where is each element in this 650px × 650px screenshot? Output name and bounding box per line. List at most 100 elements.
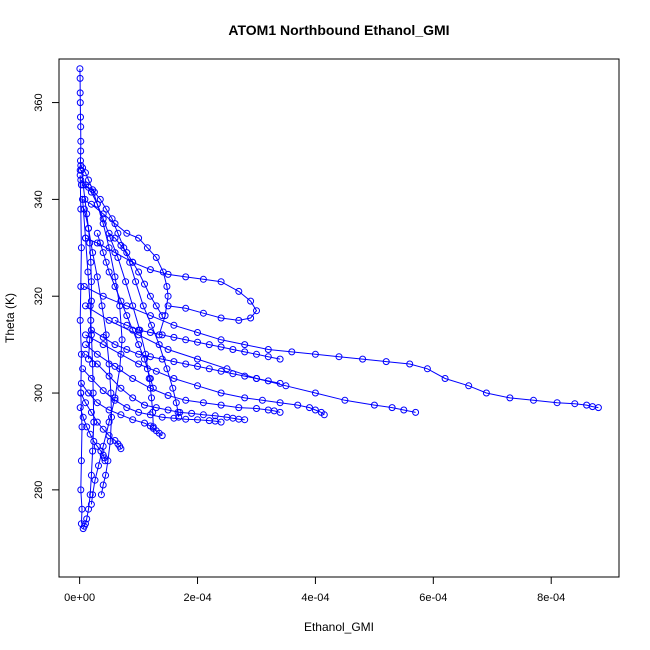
data-point [82,399,89,407]
data-point [105,268,113,276]
data-point [79,195,87,203]
plot-frame [58,58,620,578]
x-tick-label: 0e+00 [64,592,95,604]
data-point [76,74,84,82]
data-point [247,314,255,322]
y-tick-label: 300 [33,384,45,402]
data-point [182,360,190,368]
data-point [123,404,131,412]
data-point [111,341,119,349]
data-point [253,405,260,412]
data-point [158,413,166,421]
data-point [276,355,284,363]
x-tick-label: 4e-04 [301,592,329,604]
data-point [146,353,154,361]
data-point [241,394,249,402]
data-point [123,312,131,320]
data-point [320,411,328,419]
data-point [99,481,107,489]
data-point [164,392,172,399]
data-point [571,400,579,408]
data-point [86,491,94,499]
data-point [77,113,84,121]
data-point [86,336,94,344]
data-point [77,137,85,145]
data-point [217,389,225,397]
data-point [83,210,91,218]
series-line [80,392,122,449]
data-point [135,341,143,349]
data-point [78,423,86,431]
data-point [99,249,107,257]
data-point [211,412,219,420]
data-point [99,210,107,218]
data-point [143,244,151,252]
chart-title: ATOM1 Northbound Ethanol_GMI [228,22,449,38]
data-point [105,372,113,380]
data-point [217,336,225,344]
data-point [111,220,119,228]
data-point [229,346,237,353]
data-point [241,372,249,380]
data-point [93,399,101,407]
data-point [141,401,148,409]
data-point [341,396,349,404]
data-point [90,188,98,196]
data-point [235,404,243,412]
data-point [135,360,143,368]
data-point [111,234,119,242]
data-point [123,346,131,353]
data-point [152,302,160,310]
data-point [311,406,319,414]
data-point [241,348,249,356]
y-tick-label: 320 [33,287,45,305]
data-point [89,491,97,499]
data-point [93,273,101,281]
data-point [163,365,171,373]
data-point [123,321,131,329]
data-point [111,283,119,290]
data-point [82,234,89,242]
data-point [77,244,85,252]
data-point [217,314,225,322]
data-point [170,333,178,341]
data-point [253,350,260,358]
data-point [87,408,95,416]
data-point [258,396,266,404]
data-point [264,353,272,361]
data-point [205,365,213,373]
data-point [141,355,148,363]
data-point [135,234,143,242]
data-point [93,360,101,368]
data-point [85,355,92,363]
data-point [86,302,94,310]
data-point [388,404,396,412]
data-point [146,375,154,382]
data-point [158,312,166,320]
data-point [81,195,89,203]
data-point [76,89,84,97]
data-point [241,416,249,424]
data-point [93,350,101,358]
data-point [89,249,97,257]
data-point [118,336,126,344]
data-point [105,406,113,414]
data-point [135,408,143,416]
y-tick-label: 340 [33,190,45,208]
data-point [146,266,154,274]
data-point [158,355,166,363]
data-point [182,304,190,312]
data-point [152,254,160,261]
series-line [96,233,154,389]
data-point [175,413,183,421]
data-point [182,396,190,404]
data-point [96,239,104,247]
data-point [146,384,154,392]
data-point [122,278,130,286]
data-point [176,408,184,416]
data-point [135,350,143,358]
data-point [87,297,95,305]
data-point [170,358,178,366]
data-point [129,394,137,402]
data-point [89,389,97,397]
